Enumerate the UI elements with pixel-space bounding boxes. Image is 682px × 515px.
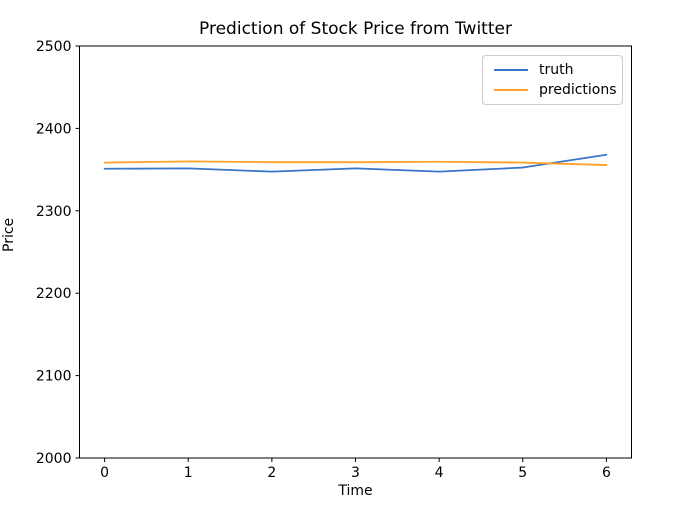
plot-border <box>79 45 632 459</box>
y-tick-label: 2300 <box>36 204 72 220</box>
truth-line <box>103 153 608 173</box>
x-tick-label: 6 <box>602 465 611 481</box>
y-tick-label: 2000 <box>36 451 72 467</box>
legend: truth predictions <box>482 55 623 105</box>
y-tick-label: 2400 <box>36 121 72 137</box>
legend-entry-truth: truth <box>483 62 622 78</box>
y-axis-label: Price <box>1 217 17 252</box>
x-tick-label: 4 <box>435 465 444 481</box>
y-tick-label: 2200 <box>36 286 72 302</box>
x-tick-label: 1 <box>184 465 193 481</box>
y-tick-label: 2100 <box>36 369 72 385</box>
x-tick-label: 2 <box>267 465 276 481</box>
chart-title: Prediction of Stock Price from Twitter <box>199 19 512 39</box>
x-tick-label: 5 <box>518 465 527 481</box>
legend-label-truth: truth <box>539 62 574 78</box>
predictions-line-swatch <box>494 89 528 91</box>
x-axis-label: Time <box>338 483 373 499</box>
truth-line-swatch <box>494 69 528 71</box>
y-tick-label: 2500 <box>36 39 72 55</box>
predictions-line <box>103 160 608 166</box>
x-tick-label: 3 <box>351 465 360 481</box>
legend-entry-predictions: predictions <box>483 82 622 98</box>
legend-label-predictions: predictions <box>539 82 617 98</box>
x-tick-label: 0 <box>100 465 109 481</box>
